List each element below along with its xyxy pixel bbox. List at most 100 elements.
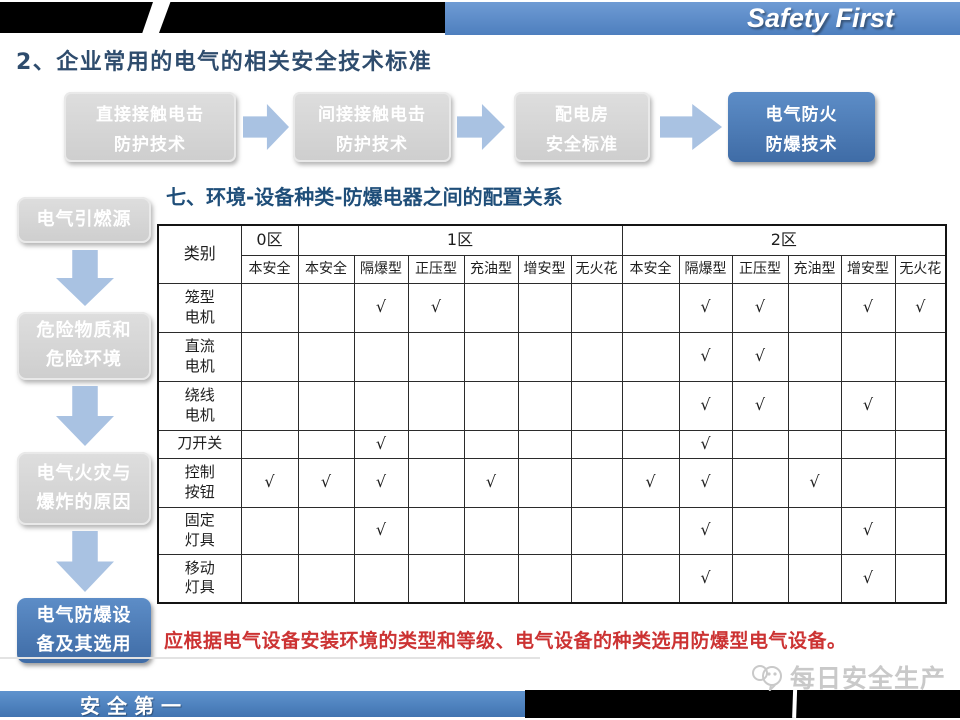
empty-cell bbox=[570, 553, 623, 604]
sidebar-step-1: 电气引燃源 bbox=[17, 197, 151, 243]
check-cell: √ bbox=[678, 331, 733, 382]
type-header: 充油型 bbox=[463, 254, 519, 284]
empty-cell bbox=[731, 553, 789, 604]
empty-cell bbox=[621, 429, 680, 459]
down-arrow-icon bbox=[56, 531, 114, 592]
brand-text: Safety First bbox=[746, 3, 894, 33]
table-row: 笼型 电机 √ √ √ √ √ √ bbox=[157, 282, 947, 333]
empty-cell bbox=[621, 331, 680, 382]
flow-step-3: 配电房 安全标准 bbox=[514, 92, 650, 162]
empty-cell bbox=[894, 331, 947, 382]
sidebar-step-4: 电气防爆设 备及其选用 bbox=[17, 598, 151, 663]
row-label: 绕线 电机 bbox=[157, 380, 242, 431]
empty-cell bbox=[407, 506, 465, 555]
check-cell: √ bbox=[678, 506, 733, 555]
empty-cell bbox=[240, 429, 299, 459]
check-cell: √ bbox=[297, 457, 355, 508]
check-cell: √ bbox=[621, 457, 680, 508]
row-label: 固定 灯具 bbox=[157, 506, 242, 555]
check-cell: √ bbox=[678, 380, 733, 431]
type-header: 本安全 bbox=[621, 254, 680, 284]
flow-step-label: 配电房 bbox=[555, 104, 609, 125]
empty-cell bbox=[240, 553, 299, 604]
table-corner-header: 类别 bbox=[157, 224, 242, 284]
flow-step-label: 间接接触电击 bbox=[318, 104, 426, 125]
empty-cell bbox=[463, 282, 519, 333]
type-header: 隔爆型 bbox=[353, 254, 409, 284]
empty-cell bbox=[407, 429, 465, 459]
page-title: 2、企业常用的电气的相关安全技术标准 bbox=[16, 50, 433, 75]
check-cell: √ bbox=[240, 457, 299, 508]
empty-cell bbox=[787, 331, 842, 382]
table-row: 移动 灯具 √ √ bbox=[157, 553, 947, 604]
flow-step-label: 防护技术 bbox=[114, 134, 186, 155]
empty-cell bbox=[353, 553, 409, 604]
empty-cell bbox=[621, 282, 680, 333]
empty-cell bbox=[570, 457, 623, 508]
row-label: 刀开关 bbox=[157, 429, 242, 459]
empty-cell bbox=[894, 380, 947, 431]
note-text: 应根据电气设备安装环境的类型和等级、电气设备的种类选用防爆型电气设备。 bbox=[164, 630, 847, 652]
check-cell: √ bbox=[731, 282, 789, 333]
type-header: 增安型 bbox=[840, 254, 896, 284]
empty-cell bbox=[787, 429, 842, 459]
empty-cell bbox=[731, 506, 789, 555]
type-header: 正压型 bbox=[407, 254, 465, 284]
empty-cell bbox=[621, 380, 680, 431]
empty-cell bbox=[731, 457, 789, 508]
footer-black-bar bbox=[525, 690, 960, 718]
type-header: 本安全 bbox=[297, 254, 355, 284]
top-banner-black-left bbox=[0, 2, 153, 33]
check-cell: √ bbox=[353, 506, 409, 555]
zone-header: 0区 bbox=[240, 224, 299, 256]
empty-cell bbox=[407, 457, 465, 508]
empty-cell bbox=[894, 429, 947, 459]
check-cell: √ bbox=[463, 457, 519, 508]
empty-cell bbox=[894, 457, 947, 508]
table-row: 固定 灯具 √ √ √ bbox=[157, 506, 947, 555]
sidebar-step-2: 危险物质和 危险环境 bbox=[17, 312, 151, 380]
empty-cell bbox=[463, 331, 519, 382]
sidebar-step-label: 危险物质和 危险环境 bbox=[36, 320, 132, 370]
table-header-row-zones: 类别 0区 1区 2区 bbox=[157, 224, 947, 284]
empty-cell bbox=[297, 282, 355, 333]
zone-header: 1区 bbox=[297, 224, 623, 256]
watermark-text: 每日安全生产 bbox=[789, 664, 946, 693]
table-header-row-types: 本安全 本安全 隔爆型 正压型 充油型 增安型 无火花 本安全 隔爆型 正压型 充油型 增安型 无火花 bbox=[158, 254, 947, 284]
empty-cell bbox=[621, 553, 680, 604]
flow-step-label: 安全标准 bbox=[546, 134, 618, 155]
flow-step-2: 间接接触电击 防护技术 bbox=[293, 92, 451, 162]
table-row: 绕线 电机 √ √ √ bbox=[157, 380, 947, 431]
empty-cell bbox=[463, 429, 519, 459]
empty-cell bbox=[517, 553, 572, 604]
right-arrow-icon bbox=[660, 104, 722, 150]
sidebar-step-label: 电气引燃源 bbox=[36, 208, 132, 230]
check-cell: √ bbox=[678, 282, 733, 333]
empty-cell bbox=[570, 429, 623, 459]
config-table: 类别 0区 1区 2区 本安全 本安全 隔爆型 正压型 充油型 增安型 无火花 本安全 隔爆型 正压型 充油… bbox=[157, 224, 948, 604]
flow-step-label: 电气防火 bbox=[765, 104, 838, 125]
empty-cell bbox=[787, 282, 842, 333]
down-arrow-icon bbox=[56, 250, 114, 306]
check-cell: √ bbox=[731, 331, 789, 382]
check-cell: √ bbox=[353, 282, 409, 333]
empty-cell bbox=[517, 380, 572, 431]
empty-cell bbox=[240, 380, 299, 431]
empty-cell bbox=[240, 506, 299, 555]
type-header: 隔爆型 bbox=[678, 254, 733, 284]
right-arrow-icon bbox=[457, 104, 505, 150]
empty-cell bbox=[840, 331, 896, 382]
type-header: 本安全 bbox=[240, 254, 299, 284]
top-banner-blue: Safety First bbox=[445, 2, 960, 35]
watermark: 每日安全生产 bbox=[751, 659, 946, 695]
check-cell: √ bbox=[840, 380, 896, 431]
empty-cell bbox=[787, 553, 842, 604]
empty-cell bbox=[570, 380, 623, 431]
empty-cell bbox=[787, 506, 842, 555]
top-banner-black-right bbox=[159, 2, 445, 33]
empty-cell bbox=[517, 429, 572, 459]
flow-step-4: 电气防火 防爆技术 bbox=[728, 92, 875, 162]
section-title: 七、环境-设备种类-防爆电器之间的配置关系 bbox=[166, 185, 563, 209]
empty-cell bbox=[517, 457, 572, 508]
empty-cell bbox=[787, 380, 842, 431]
